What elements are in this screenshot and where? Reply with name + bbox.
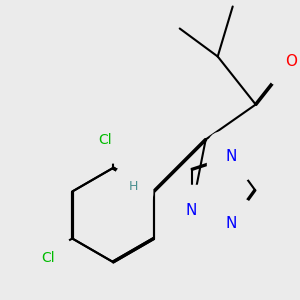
Text: N: N bbox=[186, 203, 197, 218]
Text: O: O bbox=[285, 54, 297, 69]
Text: Cl: Cl bbox=[41, 250, 55, 265]
Text: N: N bbox=[225, 216, 236, 231]
Text: N: N bbox=[225, 149, 236, 164]
Text: H: H bbox=[129, 180, 138, 193]
Text: Cl: Cl bbox=[98, 133, 112, 147]
